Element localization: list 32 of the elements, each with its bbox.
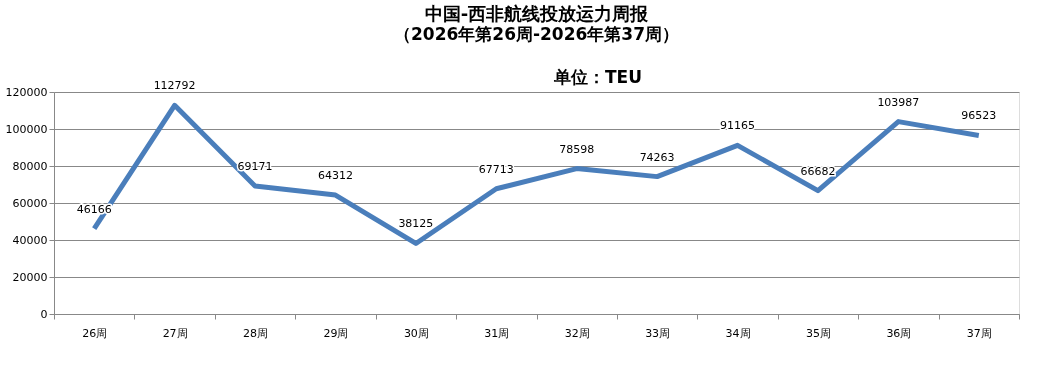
data-label: 103987 bbox=[877, 95, 920, 109]
chart-title: 中国-西非航线投放运力周报 bbox=[424, 3, 650, 24]
x-tick-label: 35周 bbox=[805, 326, 831, 340]
text: 单位：TEU bbox=[553, 67, 643, 87]
x-tick-label: 26周 bbox=[82, 326, 108, 340]
data-label: 67713 bbox=[478, 162, 514, 176]
data-label: 66682 bbox=[800, 164, 836, 178]
y-tick-label: 80000 bbox=[12, 159, 48, 173]
x-tick-label: 36周 bbox=[886, 326, 912, 340]
x-tick-label: 34周 bbox=[725, 326, 751, 340]
x-tick-label: 37周 bbox=[966, 326, 992, 340]
x-tick-label: 28周 bbox=[243, 326, 269, 340]
y-tick-label: 120000 bbox=[5, 85, 48, 99]
y-tick-label: 60000 bbox=[12, 196, 48, 210]
x-tick-label: 31周 bbox=[484, 326, 510, 340]
y-tick-label: 0 bbox=[40, 307, 48, 321]
data-label: 38125 bbox=[398, 217, 434, 231]
x-tick-label: 32周 bbox=[564, 326, 590, 340]
x-tick-label: 30周 bbox=[403, 326, 429, 340]
chart-subtitle: （2026年第26周-2026年第37周） bbox=[394, 24, 679, 44]
x-tick-label: 33周 bbox=[645, 326, 671, 340]
data-label: 78598 bbox=[559, 142, 595, 156]
x-tick-label: 27周 bbox=[162, 326, 188, 340]
data-label: 91165 bbox=[720, 119, 756, 133]
y-tick-label: 40000 bbox=[12, 233, 48, 247]
x-tick-label: 29周 bbox=[323, 326, 349, 340]
data-label: 96523 bbox=[961, 109, 997, 123]
y-tick-label: 100000 bbox=[5, 122, 48, 136]
data-label: 112792 bbox=[153, 79, 196, 93]
data-label: 64312 bbox=[317, 169, 353, 183]
data-label: 74263 bbox=[639, 150, 675, 164]
y-tick-label: 20000 bbox=[12, 270, 48, 284]
